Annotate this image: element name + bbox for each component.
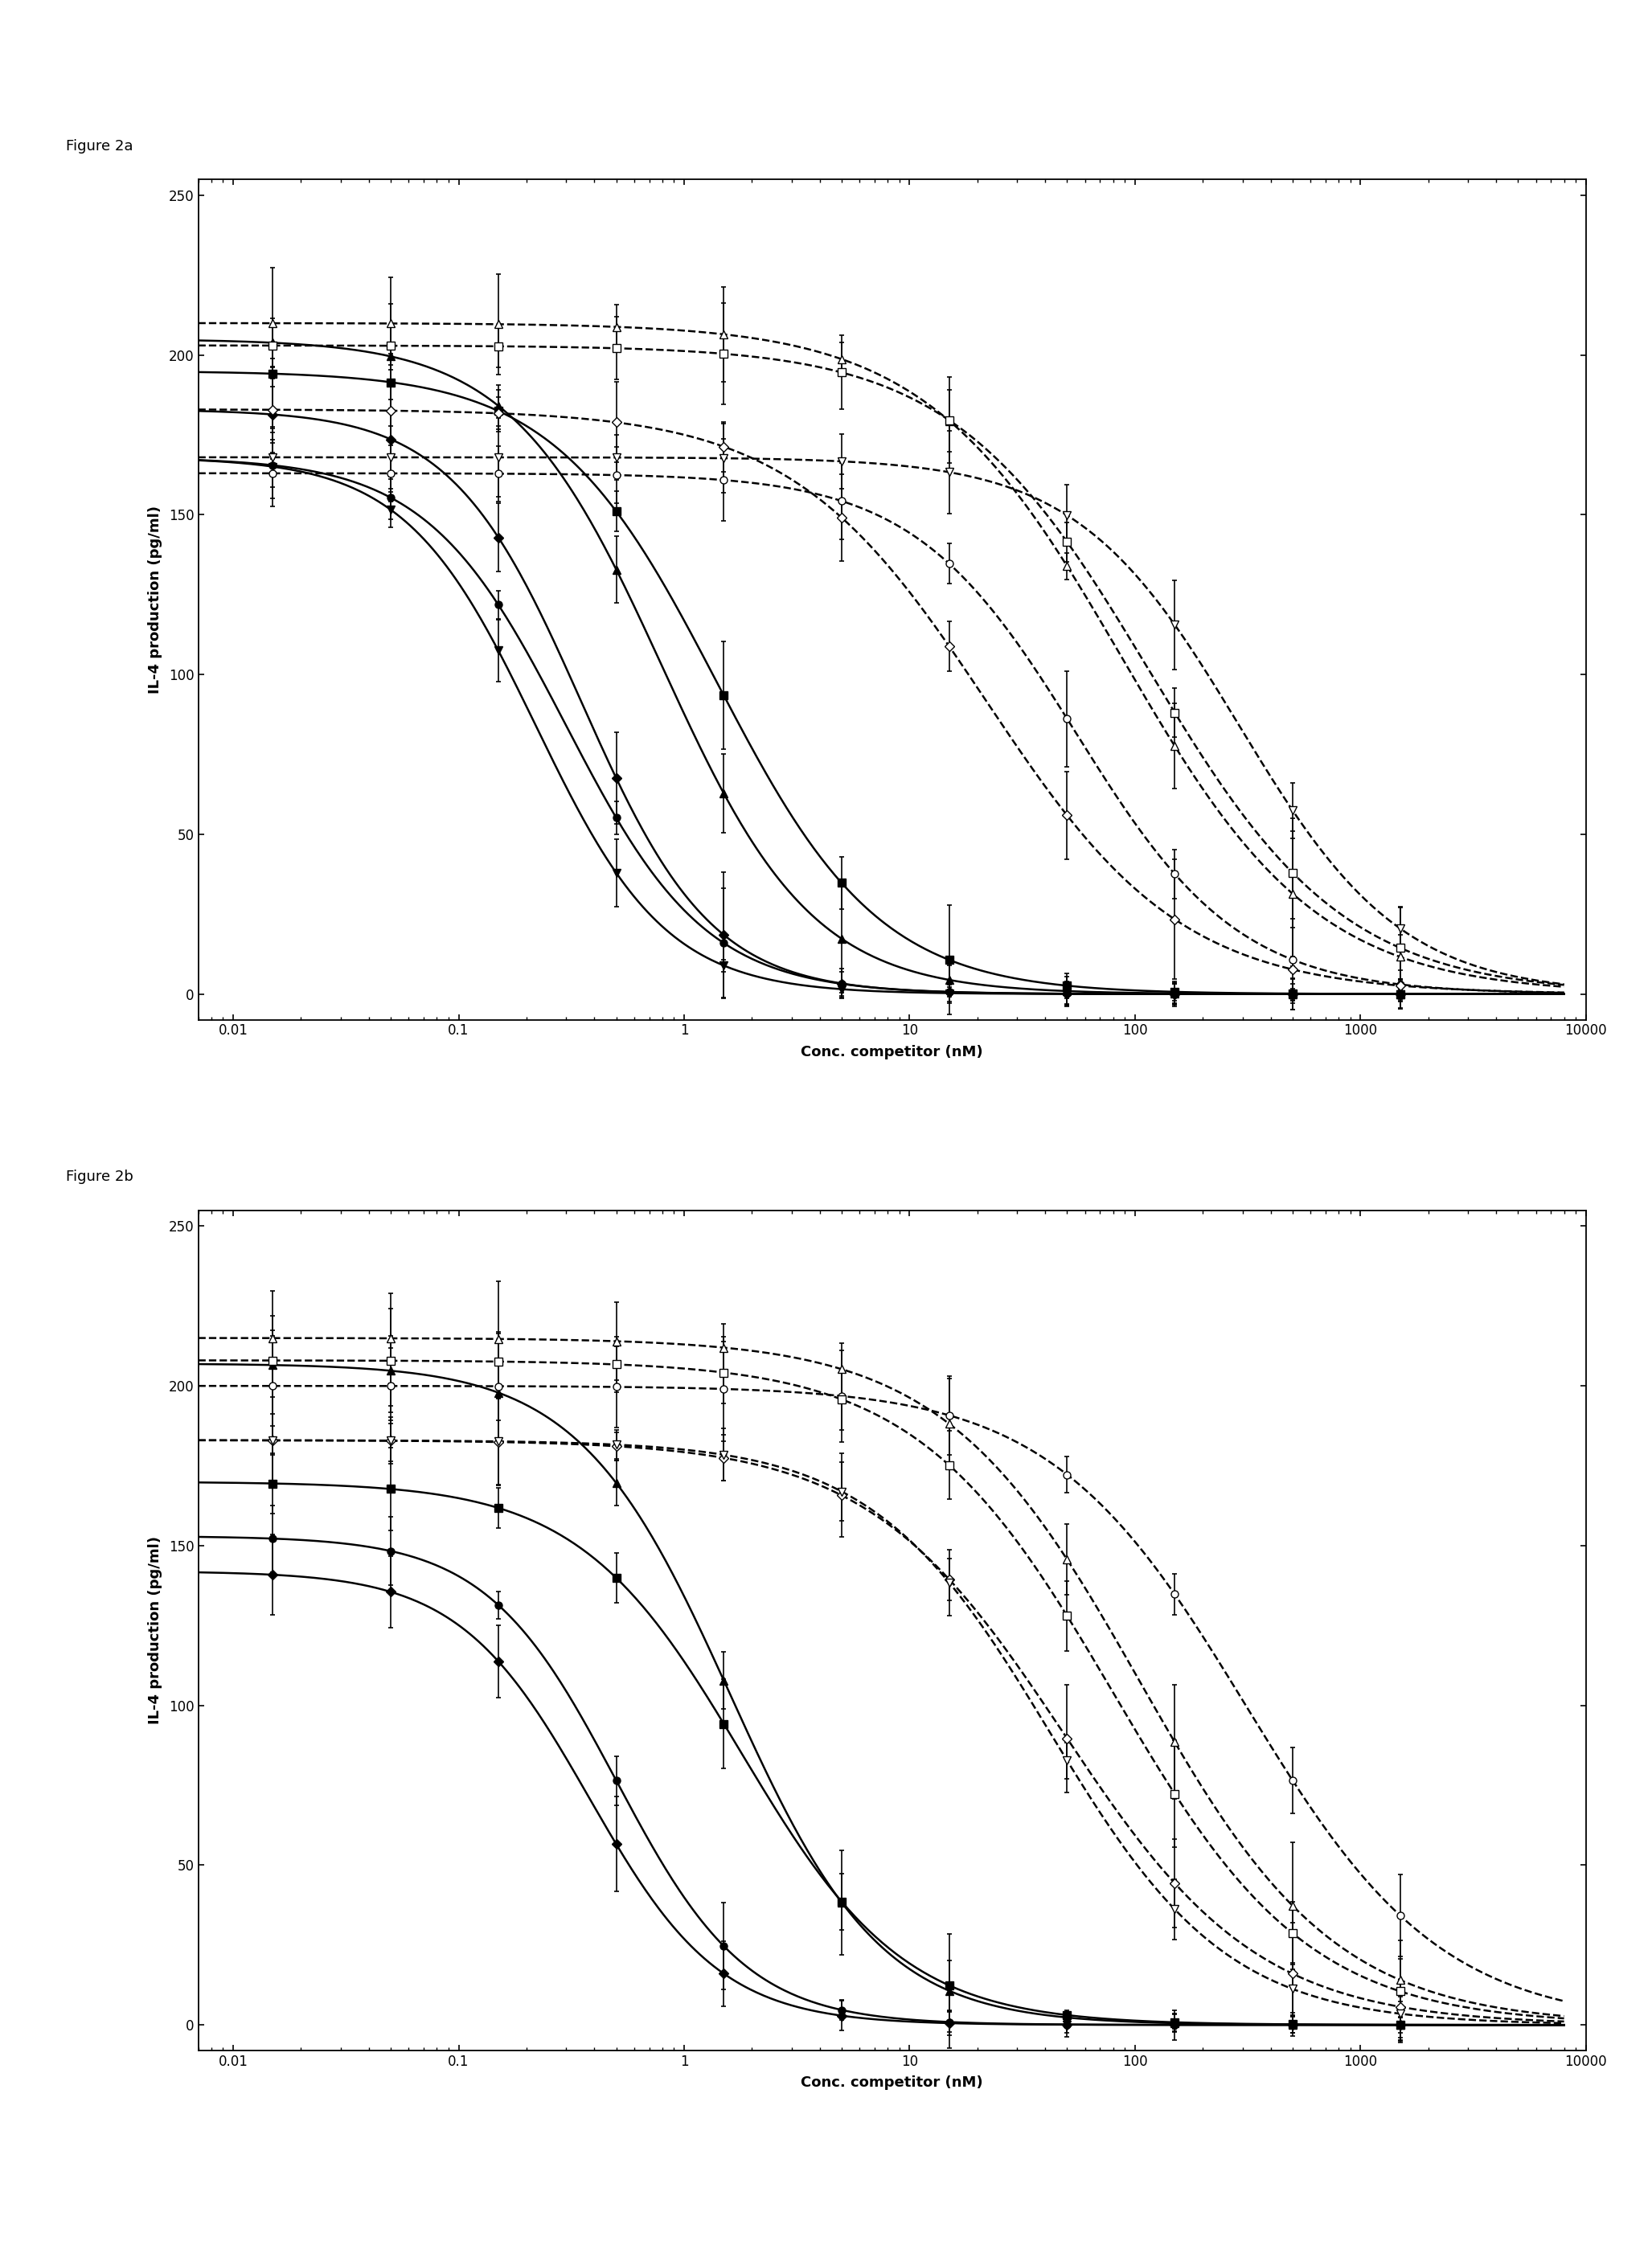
Y-axis label: IL-4 production (pg/ml): IL-4 production (pg/ml) xyxy=(147,1537,162,1723)
Text: Figure 2a: Figure 2a xyxy=(66,139,134,152)
Y-axis label: IL-4 production (pg/ml): IL-4 production (pg/ml) xyxy=(147,506,162,692)
X-axis label: Conc. competitor (nM): Conc. competitor (nM) xyxy=(801,1044,983,1060)
Text: Figure 2b: Figure 2b xyxy=(66,1170,134,1183)
X-axis label: Conc. competitor (nM): Conc. competitor (nM) xyxy=(801,2075,983,2091)
